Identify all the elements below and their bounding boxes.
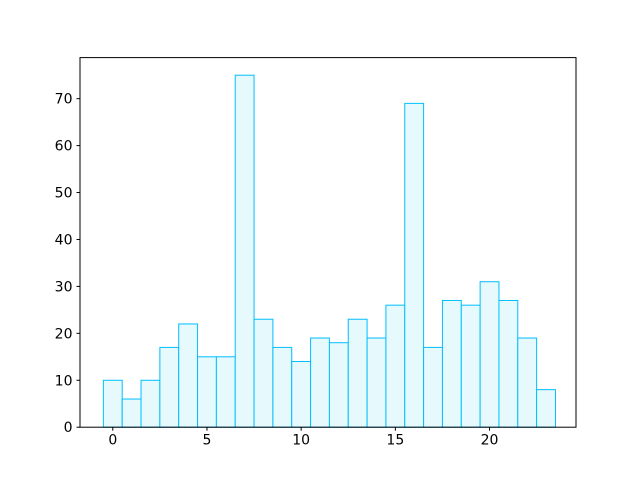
y-tick-label: 20 — [55, 326, 73, 342]
x-tick-label: 10 — [292, 433, 310, 449]
histogram-bar-9 — [272, 346, 293, 428]
bars-layer — [102, 74, 556, 428]
x-tick-label: 5 — [203, 433, 212, 449]
y-tick-label: 30 — [55, 279, 73, 295]
histogram-bar-13 — [347, 318, 368, 428]
histogram-bar-11 — [310, 337, 330, 428]
axes-box — [79, 57, 577, 428]
histogram-bar-19 — [460, 304, 481, 428]
y-tick-label: 10 — [55, 373, 73, 389]
histogram-bar-10 — [291, 360, 312, 428]
histogram-bar-12 — [328, 342, 349, 428]
histogram-bar-0 — [102, 379, 123, 428]
tick-labels-layer: 0 5 10 15 20 0 10 20 30 40 50 60 70 — [55, 92, 499, 449]
y-tick-label: 70 — [55, 92, 73, 108]
x-tick-label: 0 — [108, 433, 117, 449]
histogram-bar-14 — [366, 337, 387, 428]
histogram-bar-18 — [441, 299, 462, 428]
histogram-bar-16 — [404, 102, 425, 428]
histogram-bar-17 — [423, 346, 443, 428]
x-tick-label: 15 — [386, 433, 404, 449]
histogram-bar-23 — [536, 389, 556, 428]
ticks-layer — [76, 98, 491, 431]
histogram-bar-21 — [498, 299, 519, 428]
axes-layer — [79, 57, 577, 428]
histogram-bar-20 — [479, 281, 500, 428]
y-tick-label: 40 — [55, 232, 73, 248]
x-tick-label: 20 — [481, 433, 499, 449]
histogram-bar-6 — [215, 356, 236, 428]
y-tick-label: 50 — [55, 186, 73, 202]
histogram-bar-22 — [517, 337, 538, 428]
y-tick-label: 60 — [55, 139, 73, 155]
histogram-bar-8 — [253, 318, 274, 428]
y-tick-label: 0 — [64, 420, 73, 436]
histogram-bar-5 — [197, 356, 217, 428]
histogram-bar-4 — [178, 323, 199, 428]
histogram-bar-15 — [385, 304, 406, 428]
histogram-bar-1 — [121, 398, 142, 428]
histogram-bar-7 — [234, 74, 255, 428]
histogram-bar-2 — [140, 379, 161, 428]
histogram-bar-3 — [159, 346, 180, 428]
